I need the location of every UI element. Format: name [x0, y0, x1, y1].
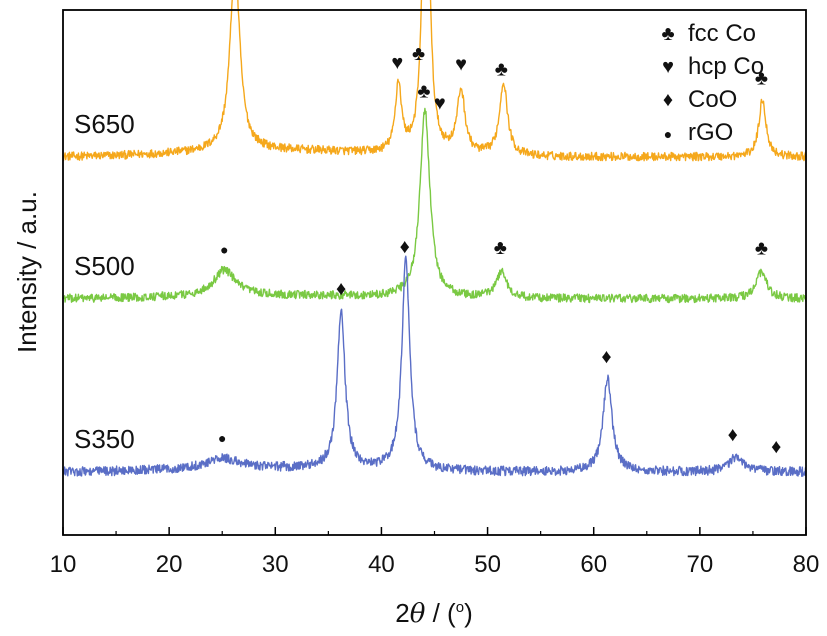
- x-tick-label: 70: [687, 551, 714, 578]
- peak-marker: ♦: [601, 346, 611, 368]
- series-label-s650: S650: [74, 109, 135, 139]
- x-tick-label: 80: [793, 551, 820, 578]
- peak-marker: ♣: [412, 43, 425, 65]
- y-axis-label: Intensity / a.u.: [12, 191, 42, 353]
- x-tick-label: 30: [262, 551, 289, 578]
- series-label-s350: S350: [74, 424, 135, 454]
- peak-marker: ♣: [494, 237, 507, 259]
- peak-marker: ♦: [336, 278, 346, 300]
- x-tick-label: 10: [50, 551, 77, 578]
- legend-symbol: ♥: [662, 56, 674, 78]
- x-label-degree: o: [456, 599, 464, 616]
- legend-label: CoO: [688, 86, 737, 113]
- x-label-prefix: 2: [395, 598, 409, 628]
- legend-symbol: ♣: [661, 23, 674, 45]
- x-axis-label: 2θ / (o): [395, 598, 472, 629]
- peak-marker: ♣: [495, 59, 508, 81]
- peak-marker: ●: [220, 241, 228, 257]
- series-label-s500: S500: [74, 251, 135, 281]
- series-line-s500: [62, 107, 807, 304]
- legend-symbol: ♦: [663, 89, 673, 111]
- legend-label: rGO: [688, 119, 733, 146]
- peak-marker: ●: [218, 430, 226, 446]
- peak-marker: ♣: [755, 68, 768, 90]
- series-layer: [62, 0, 807, 477]
- legend-symbol: ●: [664, 126, 672, 142]
- legend-label: hcp Co: [688, 53, 764, 80]
- peak-marker: ♥: [391, 52, 403, 74]
- peak-marker: ♦: [728, 424, 738, 446]
- legend: ♣ fcc Co ♥ hcp Co ♦ CoO ● rGO: [661, 20, 764, 146]
- series-labels: S650 S500 S350: [74, 109, 135, 454]
- peak-annotations: ●♥♣♥♥♣♣●♣♣♣●♦♦♦♦♦: [218, 43, 781, 458]
- peak-marker: ♣: [417, 81, 430, 103]
- peak-marker: ♦: [771, 436, 781, 458]
- legend-label: fcc Co: [688, 20, 756, 47]
- series-line-s650: [62, 0, 807, 162]
- peak-marker: ♥: [455, 53, 467, 75]
- x-axis-ticks: 10 20 30 40 50 60 70 80: [50, 527, 820, 578]
- x-tick-label: 20: [156, 551, 183, 578]
- peak-marker: ♦: [400, 236, 410, 258]
- x-label-suffix: / (: [425, 598, 456, 628]
- peak-marker: ♥: [434, 92, 446, 114]
- x-label-close: ): [464, 598, 473, 628]
- x-tick-label: 40: [368, 551, 395, 578]
- peak-marker: ♣: [755, 237, 768, 259]
- x-tick-label: 60: [580, 551, 607, 578]
- x-tick-label: 50: [474, 551, 501, 578]
- series-line-s350: [62, 255, 807, 477]
- x-label-theta: θ: [410, 599, 426, 629]
